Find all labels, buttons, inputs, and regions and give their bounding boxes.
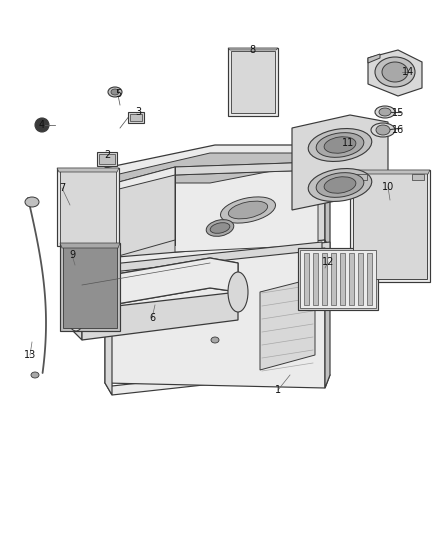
Bar — [350, 170, 430, 282]
Ellipse shape — [308, 128, 372, 161]
Bar — [63, 246, 117, 328]
Text: 14: 14 — [402, 67, 414, 77]
Text: 13: 13 — [24, 350, 36, 360]
Ellipse shape — [31, 372, 39, 378]
Text: 2: 2 — [104, 150, 110, 160]
Bar — [60, 171, 116, 243]
Ellipse shape — [25, 197, 39, 207]
Ellipse shape — [66, 287, 86, 331]
Ellipse shape — [379, 108, 391, 116]
Polygon shape — [57, 168, 119, 172]
Text: 5: 5 — [115, 89, 121, 99]
Polygon shape — [260, 278, 315, 370]
Ellipse shape — [228, 272, 248, 312]
Bar — [353, 173, 427, 279]
Bar — [57, 168, 119, 246]
Bar — [298, 248, 378, 310]
Polygon shape — [105, 363, 330, 395]
Text: 10: 10 — [382, 182, 394, 192]
Bar — [130, 114, 142, 121]
Bar — [355, 174, 367, 180]
Polygon shape — [115, 167, 175, 257]
Bar — [97, 152, 117, 166]
Bar — [128, 112, 144, 123]
Bar — [300, 250, 376, 308]
Text: 1: 1 — [275, 385, 281, 395]
Polygon shape — [325, 240, 330, 388]
Ellipse shape — [316, 133, 364, 157]
Ellipse shape — [211, 337, 219, 343]
Text: 6: 6 — [149, 313, 155, 323]
Polygon shape — [350, 170, 430, 174]
Text: 15: 15 — [392, 108, 404, 118]
Polygon shape — [175, 162, 318, 175]
Ellipse shape — [111, 89, 119, 95]
Polygon shape — [105, 240, 325, 388]
Polygon shape — [368, 54, 380, 63]
Bar — [304, 253, 309, 305]
Ellipse shape — [375, 106, 395, 118]
Bar — [322, 253, 327, 305]
Ellipse shape — [316, 173, 364, 197]
Ellipse shape — [228, 201, 268, 219]
Text: 3: 3 — [135, 107, 141, 117]
Polygon shape — [82, 292, 238, 340]
Polygon shape — [70, 258, 238, 310]
Ellipse shape — [324, 177, 356, 193]
Polygon shape — [70, 258, 238, 310]
Ellipse shape — [382, 62, 408, 82]
Text: 16: 16 — [392, 125, 404, 135]
Polygon shape — [325, 145, 330, 252]
Polygon shape — [115, 162, 318, 190]
Polygon shape — [108, 242, 322, 272]
Polygon shape — [105, 168, 110, 270]
Text: 11: 11 — [342, 138, 354, 148]
Bar — [228, 48, 278, 116]
Polygon shape — [105, 242, 330, 270]
Ellipse shape — [376, 125, 390, 135]
Polygon shape — [60, 243, 120, 248]
Bar — [331, 253, 336, 305]
Ellipse shape — [375, 57, 415, 87]
Polygon shape — [228, 48, 278, 50]
Polygon shape — [105, 145, 325, 270]
Bar — [340, 253, 345, 305]
Bar — [60, 243, 120, 331]
Text: 4: 4 — [39, 120, 45, 130]
Bar — [367, 253, 372, 305]
Ellipse shape — [371, 123, 395, 137]
Ellipse shape — [308, 168, 372, 201]
Bar — [231, 51, 275, 113]
Polygon shape — [115, 153, 318, 183]
Ellipse shape — [35, 118, 49, 132]
Bar — [358, 253, 363, 305]
Bar — [412, 174, 424, 180]
Bar — [313, 253, 318, 305]
Polygon shape — [105, 258, 112, 395]
Text: 7: 7 — [59, 183, 65, 193]
Polygon shape — [368, 50, 422, 96]
Polygon shape — [292, 115, 388, 210]
Ellipse shape — [108, 87, 122, 97]
Polygon shape — [175, 162, 318, 252]
Ellipse shape — [324, 137, 356, 153]
Text: 8: 8 — [249, 45, 255, 55]
Bar — [99, 154, 115, 164]
Text: 12: 12 — [322, 257, 334, 267]
Ellipse shape — [210, 223, 230, 233]
Ellipse shape — [220, 197, 276, 223]
Text: 9: 9 — [69, 250, 75, 260]
Polygon shape — [105, 145, 330, 182]
Ellipse shape — [206, 220, 234, 236]
Bar — [349, 253, 354, 305]
Polygon shape — [70, 298, 82, 340]
